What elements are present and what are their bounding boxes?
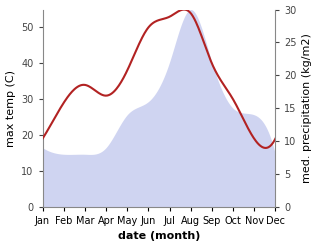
Y-axis label: med. precipitation (kg/m2): med. precipitation (kg/m2) [302, 33, 313, 183]
Y-axis label: max temp (C): max temp (C) [5, 70, 16, 147]
X-axis label: date (month): date (month) [118, 231, 200, 242]
